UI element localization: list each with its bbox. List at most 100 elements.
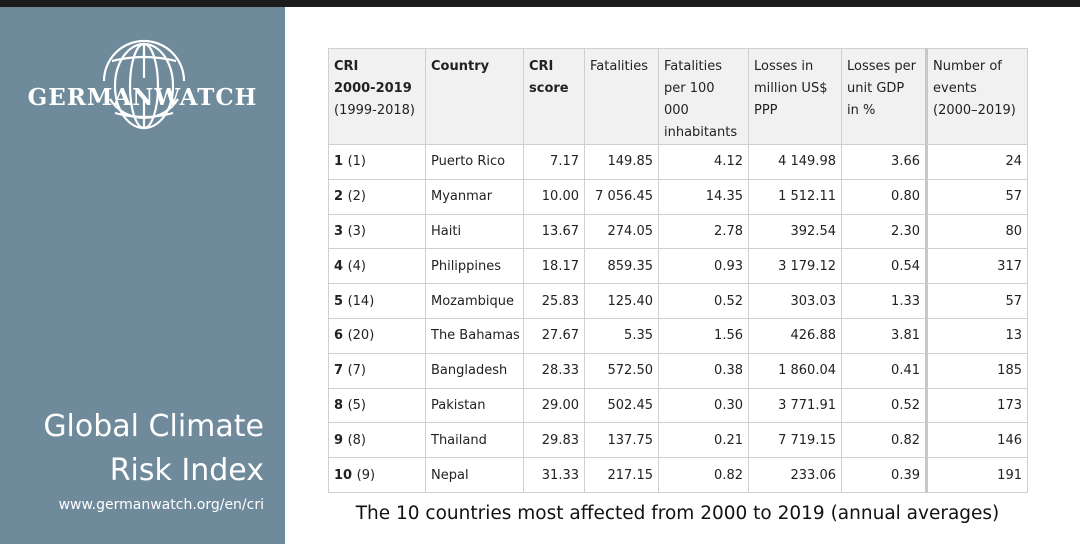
website-link[interactable]: www.germanwatch.org/en/cri bbox=[58, 497, 264, 513]
cell-losses: 392.54 bbox=[748, 213, 842, 250]
side-title: Global Climate Risk Index bbox=[43, 405, 264, 493]
cell-losses-per-gdp: 3.81 bbox=[841, 317, 927, 354]
cell-losses: 1 512.11 bbox=[748, 178, 842, 215]
col-header-losses: Losses in million US$ PPP bbox=[748, 48, 842, 145]
previous-rank: (3) bbox=[347, 223, 366, 239]
cell-fatalities-per-100k: 0.21 bbox=[658, 422, 749, 459]
rank-value: 4 bbox=[334, 258, 344, 274]
cell-losses: 7 719.15 bbox=[748, 422, 842, 459]
cell-fatalities: 274.05 bbox=[584, 213, 659, 250]
cell-country: Myanmar bbox=[425, 178, 524, 215]
cell-losses-per-gdp: 1.33 bbox=[841, 283, 927, 319]
cell-losses-per-gdp: 0.41 bbox=[841, 352, 927, 389]
cell-events: 24 bbox=[925, 144, 1028, 180]
cell-losses-per-gdp: 0.52 bbox=[841, 387, 927, 424]
table-body: 1 (1) Puerto Rico 7.17 149.85 4.12 4 149.98 3.… bbox=[328, 144, 1028, 493]
cri-table: CRI 2000-2019 (1999-2018) Country CRI sc… bbox=[328, 48, 1028, 493]
cell-rank: 7 (7) bbox=[328, 352, 426, 389]
cell-fatalities: 502.45 bbox=[584, 387, 659, 424]
cell-fatalities: 137.75 bbox=[584, 422, 659, 459]
cell-losses-per-gdp: 0.54 bbox=[841, 248, 927, 285]
cell-events: 185 bbox=[925, 352, 1028, 389]
cell-rank: 2 (2) bbox=[328, 178, 426, 215]
cell-fatalities: 572.50 bbox=[584, 352, 659, 389]
cell-events: 80 bbox=[925, 213, 1028, 250]
table-row: 2 (2) Myanmar 10.00 7 056.45 14.35 1 512.11 0.… bbox=[328, 178, 1028, 215]
cell-fatalities-per-100k: 1.56 bbox=[658, 317, 749, 354]
cell-losses: 233.06 bbox=[748, 457, 842, 493]
cell-rank: 9 (8) bbox=[328, 422, 426, 459]
cell-losses-per-gdp: 2.30 bbox=[841, 213, 927, 250]
cell-country: Puerto Rico bbox=[425, 144, 524, 180]
cell-fatalities: 149.85 bbox=[584, 144, 659, 180]
table-row: 3 (3) Haiti 13.67 274.05 2.78 392.54 2.30 80 bbox=[328, 213, 1028, 250]
rank-value: 1 bbox=[334, 154, 344, 170]
cell-cri-score: 10.00 bbox=[523, 178, 585, 215]
cell-country: Mozambique bbox=[425, 283, 524, 319]
cell-fatalities-per-100k: 14.35 bbox=[658, 178, 749, 215]
previous-rank: (9) bbox=[356, 467, 376, 483]
cell-events: 191 bbox=[925, 457, 1028, 493]
cell-losses-per-gdp: 0.80 bbox=[841, 178, 927, 215]
col-header-fatalities: Fatalities bbox=[584, 48, 659, 145]
previous-rank: (20) bbox=[347, 328, 375, 344]
cell-fatalities: 7 056.45 bbox=[584, 178, 659, 215]
table-row: 8 (5) Pakistan 29.00 502.45 0.30 3 771.91 0.52… bbox=[328, 387, 1028, 424]
globe-logo-icon bbox=[102, 39, 186, 130]
cell-cri-score: 18.17 bbox=[523, 248, 585, 285]
cell-losses: 1 860.04 bbox=[748, 352, 842, 389]
col-header-score: CRI score bbox=[523, 48, 585, 145]
cell-events: 317 bbox=[925, 248, 1028, 285]
side-title-line2: Risk Index bbox=[109, 453, 264, 488]
cell-fatalities: 859.35 bbox=[584, 248, 659, 285]
cell-fatalities-per-100k: 0.30 bbox=[658, 387, 749, 424]
side-title-line1: Global Climate bbox=[43, 409, 264, 444]
table-row: 4 (4) Philippines 18.17 859.35 0.93 3 179.12 0… bbox=[328, 248, 1028, 285]
cell-losses: 426.88 bbox=[748, 317, 842, 354]
table-row: 1 (1) Puerto Rico 7.17 149.85 4.12 4 149.98 3.… bbox=[328, 144, 1028, 180]
cri-table-wrap: CRI 2000-2019 (1999-2018) Country CRI sc… bbox=[328, 48, 1028, 493]
sidebar: GERMANWATCH Global Climate Risk Index ww… bbox=[0, 7, 285, 544]
previous-rank: (1) bbox=[347, 154, 366, 170]
cell-country: Haiti bbox=[425, 213, 524, 250]
rank-value: 2 bbox=[334, 189, 344, 205]
cell-losses-per-gdp: 0.82 bbox=[841, 422, 927, 459]
rank-value: 8 bbox=[334, 397, 344, 413]
previous-rank: (7) bbox=[347, 363, 366, 379]
table-caption: The 10 countries most affected from 2000… bbox=[355, 503, 1000, 524]
cell-country: Nepal bbox=[425, 457, 524, 493]
cell-fatalities-per-100k: 4.12 bbox=[658, 144, 749, 180]
cell-events: 57 bbox=[925, 178, 1028, 215]
col-header-rank: CRI 2000-2019 (1999-2018) bbox=[328, 48, 426, 145]
cell-rank: 1 (1) bbox=[328, 144, 426, 180]
cell-losses-per-gdp: 0.39 bbox=[841, 457, 927, 493]
cell-rank: 8 (5) bbox=[328, 387, 426, 424]
rank-value: 10 bbox=[334, 467, 353, 483]
col-header-country: Country bbox=[425, 48, 524, 145]
cell-rank: 6 (20) bbox=[328, 317, 426, 354]
rank-value: 6 bbox=[334, 328, 344, 344]
table-header-row: CRI 2000-2019 (1999-2018) Country CRI sc… bbox=[328, 48, 1028, 145]
cell-events: 13 bbox=[925, 317, 1028, 354]
cell-events: 57 bbox=[925, 283, 1028, 319]
logo-text: GERMANWATCH bbox=[27, 84, 258, 111]
rank-value: 3 bbox=[334, 223, 344, 239]
cell-fatalities: 125.40 bbox=[584, 283, 659, 319]
cell-cri-score: 29.83 bbox=[523, 422, 585, 459]
rank-value: 5 bbox=[334, 293, 344, 309]
cell-rank: 4 (4) bbox=[328, 248, 426, 285]
cell-fatalities: 5.35 bbox=[584, 317, 659, 354]
previous-rank: (8) bbox=[347, 432, 366, 448]
previous-rank: (2) bbox=[347, 189, 366, 205]
cell-fatalities-per-100k: 0.93 bbox=[658, 248, 749, 285]
cell-cri-score: 25.83 bbox=[523, 283, 585, 319]
cell-country: Thailand bbox=[425, 422, 524, 459]
col-header-events: Number of events (2000–2019) bbox=[925, 48, 1028, 145]
previous-rank: (4) bbox=[347, 258, 366, 274]
rank-value: 7 bbox=[334, 363, 344, 379]
cell-cri-score: 29.00 bbox=[523, 387, 585, 424]
rank-value: 9 bbox=[334, 432, 344, 448]
cell-rank: 10 (9) bbox=[328, 457, 426, 493]
previous-rank: (14) bbox=[347, 293, 375, 309]
table-row: 6 (20) The Bahamas 27.67 5.35 1.56 426.88 3.81… bbox=[328, 317, 1028, 354]
